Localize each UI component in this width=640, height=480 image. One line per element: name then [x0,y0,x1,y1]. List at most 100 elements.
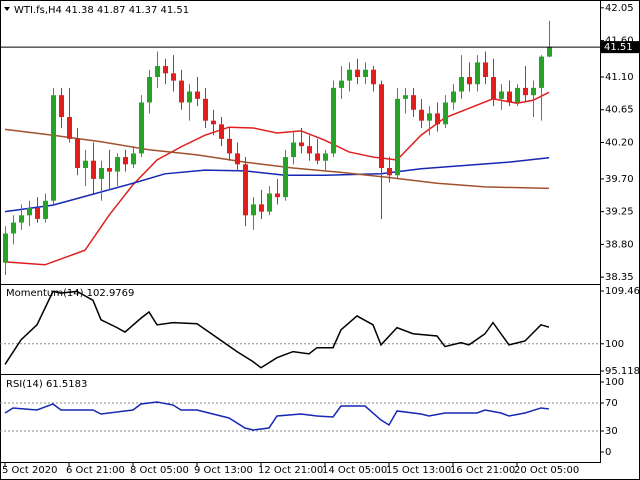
y-tick-label: 95.1183 [605,366,640,377]
indicator-line [4,401,550,431]
y-tick-label: 70 [605,398,618,409]
chart-title: WTI.fs,H4 41.38 41.87 41.37 41.51 [14,5,189,16]
candle-body [203,98,208,121]
candle-body [307,146,312,154]
candle-body [107,167,112,172]
candle-body [19,215,24,223]
candle-body [475,62,480,85]
candle-body [515,87,520,103]
candle-body [219,124,224,139]
candle-body [187,91,192,103]
y-tick-label: 40.65 [605,105,634,116]
candle-body [419,109,424,121]
candle-body [59,95,64,118]
candle-body [435,113,440,125]
y-tick-label: 38.35 [605,272,634,283]
candle-body [155,66,160,77]
candle-body [363,69,368,77]
y-tick-label: 39.25 [605,207,634,218]
x-tick-label: 14 Oct 05:00 [322,465,387,476]
candle-body [323,153,328,161]
candle-body [275,193,280,198]
candle-body [467,76,472,85]
candle-body [507,91,512,103]
x-tick-label: 6 Oct 21:00 [66,465,125,476]
candle-body [115,157,120,172]
x-tick-label: 15 Oct 13:00 [386,465,451,476]
candle-body [131,153,136,165]
candle-body [147,76,152,103]
candle-body [451,91,456,103]
candle-body [379,84,384,168]
candle-body [491,76,496,99]
y-tick-label: 0 [605,447,611,458]
candle-body [51,95,56,201]
candle-body [171,73,176,81]
candle-body [403,95,408,99]
candle-body [395,98,400,176]
y-tick-label: 100 [605,377,624,388]
candle-body [195,91,200,99]
y-tick-label: 39.70 [605,174,634,185]
candle-body [163,66,168,74]
x-tick-label: 9 Oct 13:00 [194,465,253,476]
candle-body [243,164,248,216]
x-tick-label: 12 Oct 21:00 [258,465,323,476]
candle-body [11,222,16,234]
candle-body [179,80,184,103]
candle-body [211,120,216,125]
x-tick-label: 8 Oct 05:00 [130,465,189,476]
indicator-title: RSI(14) 61.5183 [6,379,87,390]
current-price-label: 41.51 [604,42,633,53]
candle-body [259,204,264,212]
indicator-line [4,157,550,213]
candle-body [547,47,552,57]
candle-body [139,102,144,154]
candle-body [459,76,464,92]
candle-body [387,167,392,176]
indicator-line [4,128,550,190]
candle-body [339,80,344,88]
indicator-line [4,290,550,369]
candle-body [315,153,320,161]
candle-body [499,91,504,99]
candle-body [35,208,40,219]
x-tick-label: 20 Oct 05:00 [514,465,579,476]
y-tick-label: 41.10 [605,72,634,83]
candle-body [83,160,88,168]
menu-icon [4,7,10,11]
candle-body [227,138,232,154]
candle-body [531,87,536,96]
candle-body [299,142,304,147]
candle-body [539,56,544,88]
candle-body [251,204,256,216]
candle-body [27,208,32,216]
candle-body [355,69,360,77]
y-tick-label: 109.4687 [605,286,640,297]
candle-body [91,160,96,179]
candle-body [411,95,416,110]
candle-body [267,193,272,212]
candle-body [235,153,240,165]
y-tick-label: 42.05 [605,3,634,14]
current-price-box [601,41,639,54]
y-tick-label: 38.80 [605,239,634,250]
candle-body [99,167,104,179]
candle-body [291,142,296,158]
candle-body [443,102,448,125]
candle-body [331,87,336,154]
indicator-title: Momentum(14) 102.9769 [6,288,134,299]
candle-body [283,157,288,198]
candle-body [427,113,432,121]
candle-body [371,69,376,85]
y-tick-label: 30 [605,426,618,437]
candle-body [523,87,528,96]
candle-body [123,157,128,165]
y-tick-label: 40.20 [605,138,634,149]
candle-body [75,138,80,168]
x-tick-label: 5 Oct 2020 [2,465,57,476]
candle-body [67,117,72,139]
y-tick-label: 100 [605,339,624,350]
